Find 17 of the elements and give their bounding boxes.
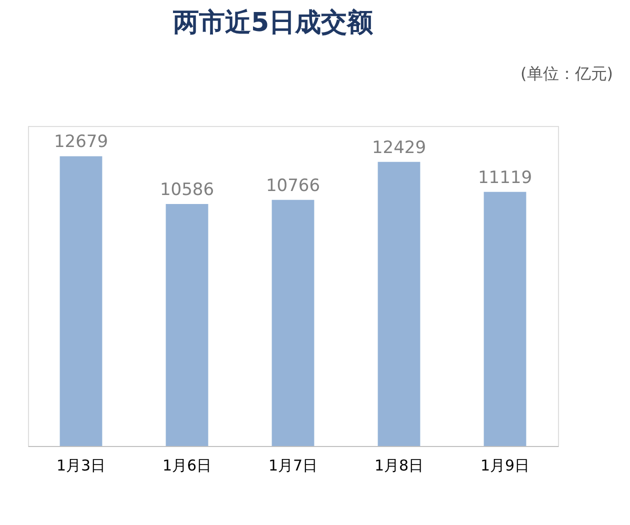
x-tick-label: 1月8日 <box>374 456 424 474</box>
x-tick-label: 1月6日 <box>162 456 212 474</box>
data-label: 12429 <box>372 138 426 158</box>
x-tick-label: 1月9日 <box>480 456 530 474</box>
x-tick-label: 1月3日 <box>56 456 106 474</box>
data-label: 11119 <box>478 168 532 188</box>
chart-title: 两市近5日成交额 <box>172 8 374 38</box>
bar <box>484 192 526 446</box>
x-tick-label: 1月7日 <box>268 456 318 474</box>
bar <box>166 204 208 446</box>
data-label: 10766 <box>266 176 320 196</box>
text: (单位：亿元) <box>520 64 613 83</box>
data-label: 12679 <box>54 132 108 152</box>
bar <box>60 156 102 446</box>
bar <box>378 162 420 446</box>
bar <box>272 200 314 446</box>
data-label: 10586 <box>160 180 214 200</box>
